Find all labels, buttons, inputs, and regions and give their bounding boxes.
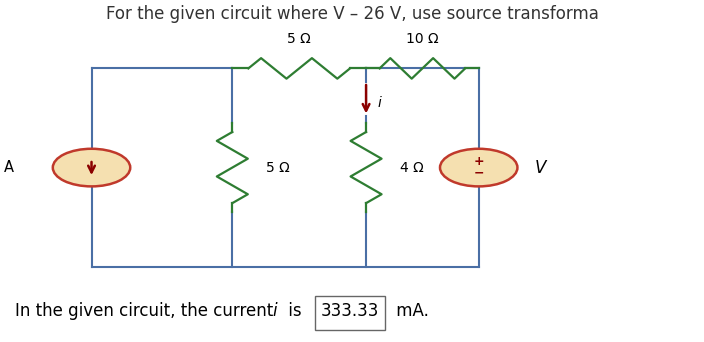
- Text: In the given circuit, the current: In the given circuit, the current: [15, 302, 279, 320]
- Text: i: i: [272, 302, 277, 320]
- FancyBboxPatch shape: [315, 296, 385, 330]
- Text: For the given circuit where V – 26 V, use source transforma: For the given circuit where V – 26 V, us…: [106, 5, 598, 23]
- Text: 4 Ω: 4 Ω: [400, 161, 424, 174]
- Text: 5 Ω: 5 Ω: [287, 32, 311, 46]
- Text: +: +: [473, 155, 484, 169]
- Text: V: V: [535, 159, 546, 176]
- Text: is: is: [283, 302, 307, 320]
- Text: mA.: mA.: [391, 302, 429, 320]
- Text: 333.33: 333.33: [321, 302, 379, 320]
- Text: 5 Ω: 5 Ω: [266, 161, 290, 174]
- Text: −: −: [474, 167, 484, 180]
- Circle shape: [440, 149, 517, 186]
- Text: 2 A: 2 A: [0, 160, 14, 175]
- Circle shape: [53, 149, 130, 186]
- Text: 10 Ω: 10 Ω: [406, 32, 439, 46]
- Text: i: i: [377, 96, 382, 109]
